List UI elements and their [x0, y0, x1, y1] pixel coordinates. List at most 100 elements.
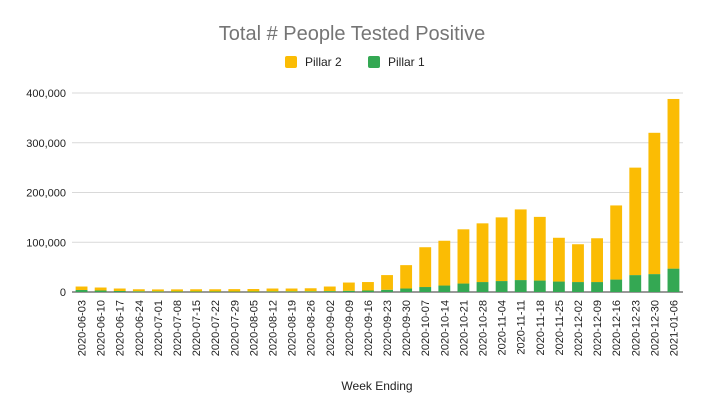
- x-tick-label: 2020-11-25: [554, 300, 566, 355]
- x-tick-label: 2020-07-08: [172, 300, 184, 356]
- bar-pillar-1[interactable]: [400, 288, 413, 292]
- bar-pillar-2[interactable]: [419, 247, 432, 288]
- bar-pillar-2[interactable]: [94, 287, 107, 291]
- bar-pillar-1[interactable]: [362, 290, 374, 292]
- y-tick-label: 400,000: [26, 88, 66, 100]
- x-tick-label: 2020-12-23: [630, 300, 642, 356]
- bar-pillar-1[interactable]: [610, 279, 623, 292]
- bars[interactable]: [75, 98, 680, 292]
- x-tick-label: 2020-07-22: [210, 300, 222, 356]
- legend-label[interactable]: Pillar 2: [305, 55, 342, 69]
- bar-pillar-2[interactable]: [323, 286, 336, 292]
- bar-pillar-1[interactable]: [438, 285, 451, 292]
- bar-pillar-1[interactable]: [533, 280, 546, 292]
- x-tick-label: 2020-10-28: [478, 300, 490, 356]
- bar-pillar-2[interactable]: [572, 244, 584, 283]
- x-axis-ticks: 2020-06-03 2020-06-10 2020-06-17 2020-06-24…: [77, 300, 681, 356]
- bar-pillar-1[interactable]: [495, 281, 508, 292]
- x-tick-label: 2020-09-02: [325, 300, 337, 356]
- legend-label[interactable]: Pillar 1: [388, 55, 425, 69]
- bar-pillar-2[interactable]: [132, 289, 145, 292]
- bar-pillar-1[interactable]: [667, 268, 680, 292]
- bar-pillar-2[interactable]: [591, 238, 603, 283]
- bar-pillar-2[interactable]: [190, 289, 203, 292]
- x-tick-label: 2020-08-12: [267, 300, 279, 356]
- x-tick-label: 2021-01-06: [668, 300, 680, 356]
- bar-pillar-1[interactable]: [552, 281, 565, 292]
- bar-pillar-2[interactable]: [285, 288, 298, 292]
- x-tick-label: 2020-10-21: [458, 300, 470, 356]
- x-tick-label: 2020-09-09: [344, 300, 356, 356]
- bar-pillar-2[interactable]: [152, 289, 164, 292]
- x-tick-label: 2020-09-30: [401, 300, 413, 356]
- bar-pillar-1[interactable]: [323, 291, 336, 292]
- bar-pillar-2[interactable]: [533, 216, 546, 281]
- bar-pillar-1[interactable]: [381, 289, 393, 292]
- y-tick-label: 200,000: [26, 188, 66, 200]
- x-tick-label: 2020-09-23: [382, 300, 394, 356]
- bar-pillar-2[interactable]: [171, 289, 183, 292]
- bar-pillar-2[interactable]: [629, 167, 642, 276]
- bar-pillar-2[interactable]: [610, 205, 623, 280]
- x-tick-label: 2020-08-19: [287, 300, 299, 356]
- x-tick-label: 2020-06-24: [134, 300, 146, 356]
- x-axis-label: Week Ending: [341, 379, 412, 393]
- bar-pillar-1[interactable]: [285, 291, 298, 292]
- bar-pillar-2[interactable]: [342, 282, 355, 291]
- bar-pillar-1[interactable]: [629, 275, 642, 292]
- bar-pillar-2[interactable]: [400, 265, 413, 289]
- bar-pillar-2[interactable]: [667, 98, 680, 269]
- bar-pillar-1[interactable]: [572, 282, 584, 292]
- chart-title: Total # People Tested Positive: [219, 23, 485, 45]
- x-tick-label: 2020-06-17: [115, 300, 127, 356]
- bar-pillar-1[interactable]: [457, 283, 470, 292]
- x-tick-label: 2020-11-18: [535, 300, 547, 355]
- bar-pillar-2[interactable]: [228, 289, 241, 292]
- bar-pillar-2[interactable]: [209, 289, 222, 292]
- y-tick-label: 300,000: [26, 138, 66, 150]
- x-tick-label: 2020-11-11: [516, 300, 528, 355]
- bar-pillar-2[interactable]: [495, 217, 508, 282]
- x-tick-label: 2020-10-14: [439, 300, 451, 356]
- bar-pillar-2[interactable]: [362, 282, 374, 291]
- bar-pillar-1[interactable]: [152, 291, 164, 292]
- bar-pillar-2[interactable]: [75, 286, 88, 291]
- bar-pillar-2[interactable]: [648, 132, 661, 275]
- bar-pillar-2[interactable]: [113, 288, 126, 292]
- bar-pillar-2[interactable]: [247, 289, 260, 292]
- bar-pillar-1[interactable]: [304, 291, 317, 292]
- bar-pillar-1[interactable]: [591, 282, 603, 292]
- bar-pillar-1[interactable]: [132, 291, 145, 292]
- x-tick-label: 2020-09-16: [363, 300, 375, 356]
- bar-pillar-2[interactable]: [457, 229, 470, 284]
- bar-pillar-2[interactable]: [304, 288, 317, 292]
- x-tick-label: 2020-06-10: [96, 300, 108, 356]
- bar-pillar-2[interactable]: [438, 240, 451, 286]
- legend-swatch: [368, 56, 380, 68]
- bar-pillar-1[interactable]: [648, 274, 661, 292]
- bar-pillar-1[interactable]: [266, 291, 279, 292]
- x-tick-label: 2020-06-03: [77, 300, 89, 356]
- bar-pillar-2[interactable]: [381, 275, 393, 290]
- x-tick-label: 2020-08-26: [306, 300, 318, 356]
- bar-pillar-2[interactable]: [552, 237, 565, 282]
- x-tick-label: 2020-07-15: [191, 300, 203, 356]
- bar-pillar-1[interactable]: [342, 290, 355, 292]
- bar-pillar-1[interactable]: [419, 287, 432, 292]
- legend-swatch: [285, 56, 297, 68]
- x-tick-label: 2020-07-29: [229, 300, 241, 356]
- legend[interactable]: Pillar 2 Pillar 1: [285, 55, 425, 69]
- x-tick-label: 2020-12-16: [611, 300, 623, 356]
- bar-pillar-1[interactable]: [94, 290, 107, 292]
- bar-pillar-2[interactable]: [514, 209, 527, 281]
- bar-pillar-1[interactable]: [514, 280, 527, 292]
- x-tick-label: 2020-12-09: [592, 300, 604, 356]
- bar-pillar-1[interactable]: [75, 290, 88, 292]
- bar-pillar-2[interactable]: [266, 288, 279, 292]
- y-tick-label: 100,000: [26, 237, 66, 249]
- bar-pillar-1[interactable]: [476, 282, 489, 292]
- y-tick-label: 0: [60, 287, 66, 299]
- x-tick-label: 2020-11-04: [497, 300, 509, 355]
- bar-pillar-2[interactable]: [476, 223, 489, 283]
- bar-pillar-1[interactable]: [113, 291, 126, 292]
